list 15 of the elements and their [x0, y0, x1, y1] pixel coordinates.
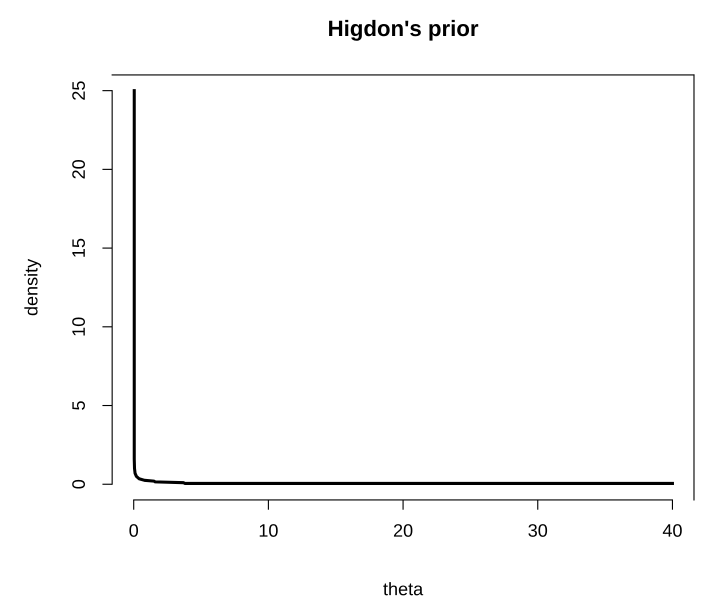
- line-series: [132, 89, 674, 485]
- y-tick-label: 25: [72, 81, 85, 100]
- y-tick-label: 20: [72, 160, 85, 178]
- y-tick-label: 15: [72, 238, 85, 257]
- y-tick-label: 5: [72, 401, 85, 410]
- x-tick-label: 40: [662, 524, 682, 537]
- y-tick-label: 10: [72, 317, 85, 336]
- x-tick-label: 30: [528, 524, 548, 537]
- x-axis-title: theta: [383, 582, 424, 596]
- chart-title: Higdon's prior: [329, 20, 478, 41]
- x-tick-label: 10: [260, 524, 278, 537]
- y-tick-label: 0: [72, 480, 85, 489]
- x-tick-label: 20: [394, 524, 412, 537]
- x-tick-label: 0: [129, 524, 138, 537]
- y-axis-title: density: [24, 258, 42, 316]
